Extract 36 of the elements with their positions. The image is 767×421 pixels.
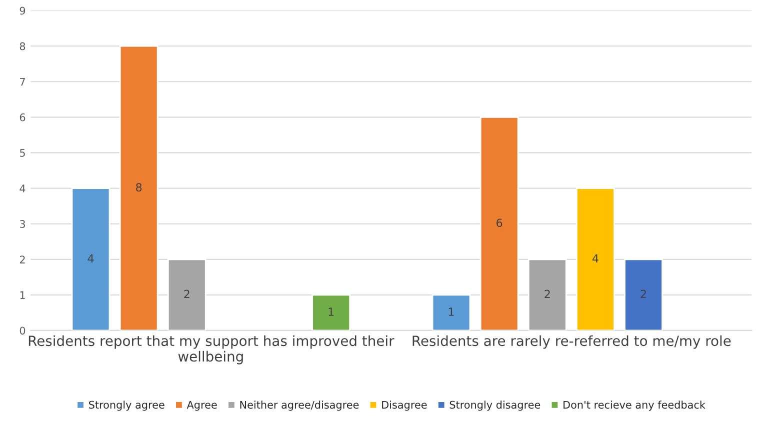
data-label: 1 xyxy=(448,308,454,316)
data-label: 2 xyxy=(544,290,550,298)
y-tick-label: 9 xyxy=(20,6,26,15)
legend-label: Strongly disagree xyxy=(450,400,540,411)
legend-label: Don't recieve any feedback xyxy=(564,400,706,411)
legend-label: Agree xyxy=(186,400,217,411)
data-label: 4 xyxy=(88,254,94,262)
y-tick-label: 1 xyxy=(20,291,25,299)
y-tick-label: 6 xyxy=(20,113,26,122)
bar xyxy=(432,294,471,330)
legend-label: Strongly agree xyxy=(89,400,164,411)
bar xyxy=(624,258,663,330)
data-label: 8 xyxy=(136,183,142,192)
bar xyxy=(71,188,110,330)
y-tick-label: 3 xyxy=(20,220,25,228)
legend-label: Disagree xyxy=(382,400,427,411)
data-label: 4 xyxy=(592,254,598,262)
y-tick-label: 2 xyxy=(20,256,25,264)
data-label: 2 xyxy=(184,290,190,298)
y-tick-label: 4 xyxy=(20,184,26,192)
y-tick-label: 0 xyxy=(20,326,26,335)
bar xyxy=(167,258,206,330)
data-label: 1 xyxy=(328,308,334,316)
bar xyxy=(480,116,519,330)
data-label: 2 xyxy=(640,290,646,298)
y-tick-label: 5 xyxy=(20,149,25,157)
y-tick-label: 8 xyxy=(20,42,26,50)
x-tick-label: Residents report that my support has improved their wellbeing xyxy=(28,335,394,364)
x-tick-label: Residents are rarely re-referred to me/my role xyxy=(412,335,731,349)
legend-label: Neither agree/disagree xyxy=(240,400,359,411)
bar xyxy=(119,45,158,330)
bar xyxy=(312,294,351,330)
y-tick-label: 7 xyxy=(20,78,25,86)
data-label: 6 xyxy=(496,218,502,228)
bar xyxy=(576,188,615,330)
bar xyxy=(528,258,567,330)
